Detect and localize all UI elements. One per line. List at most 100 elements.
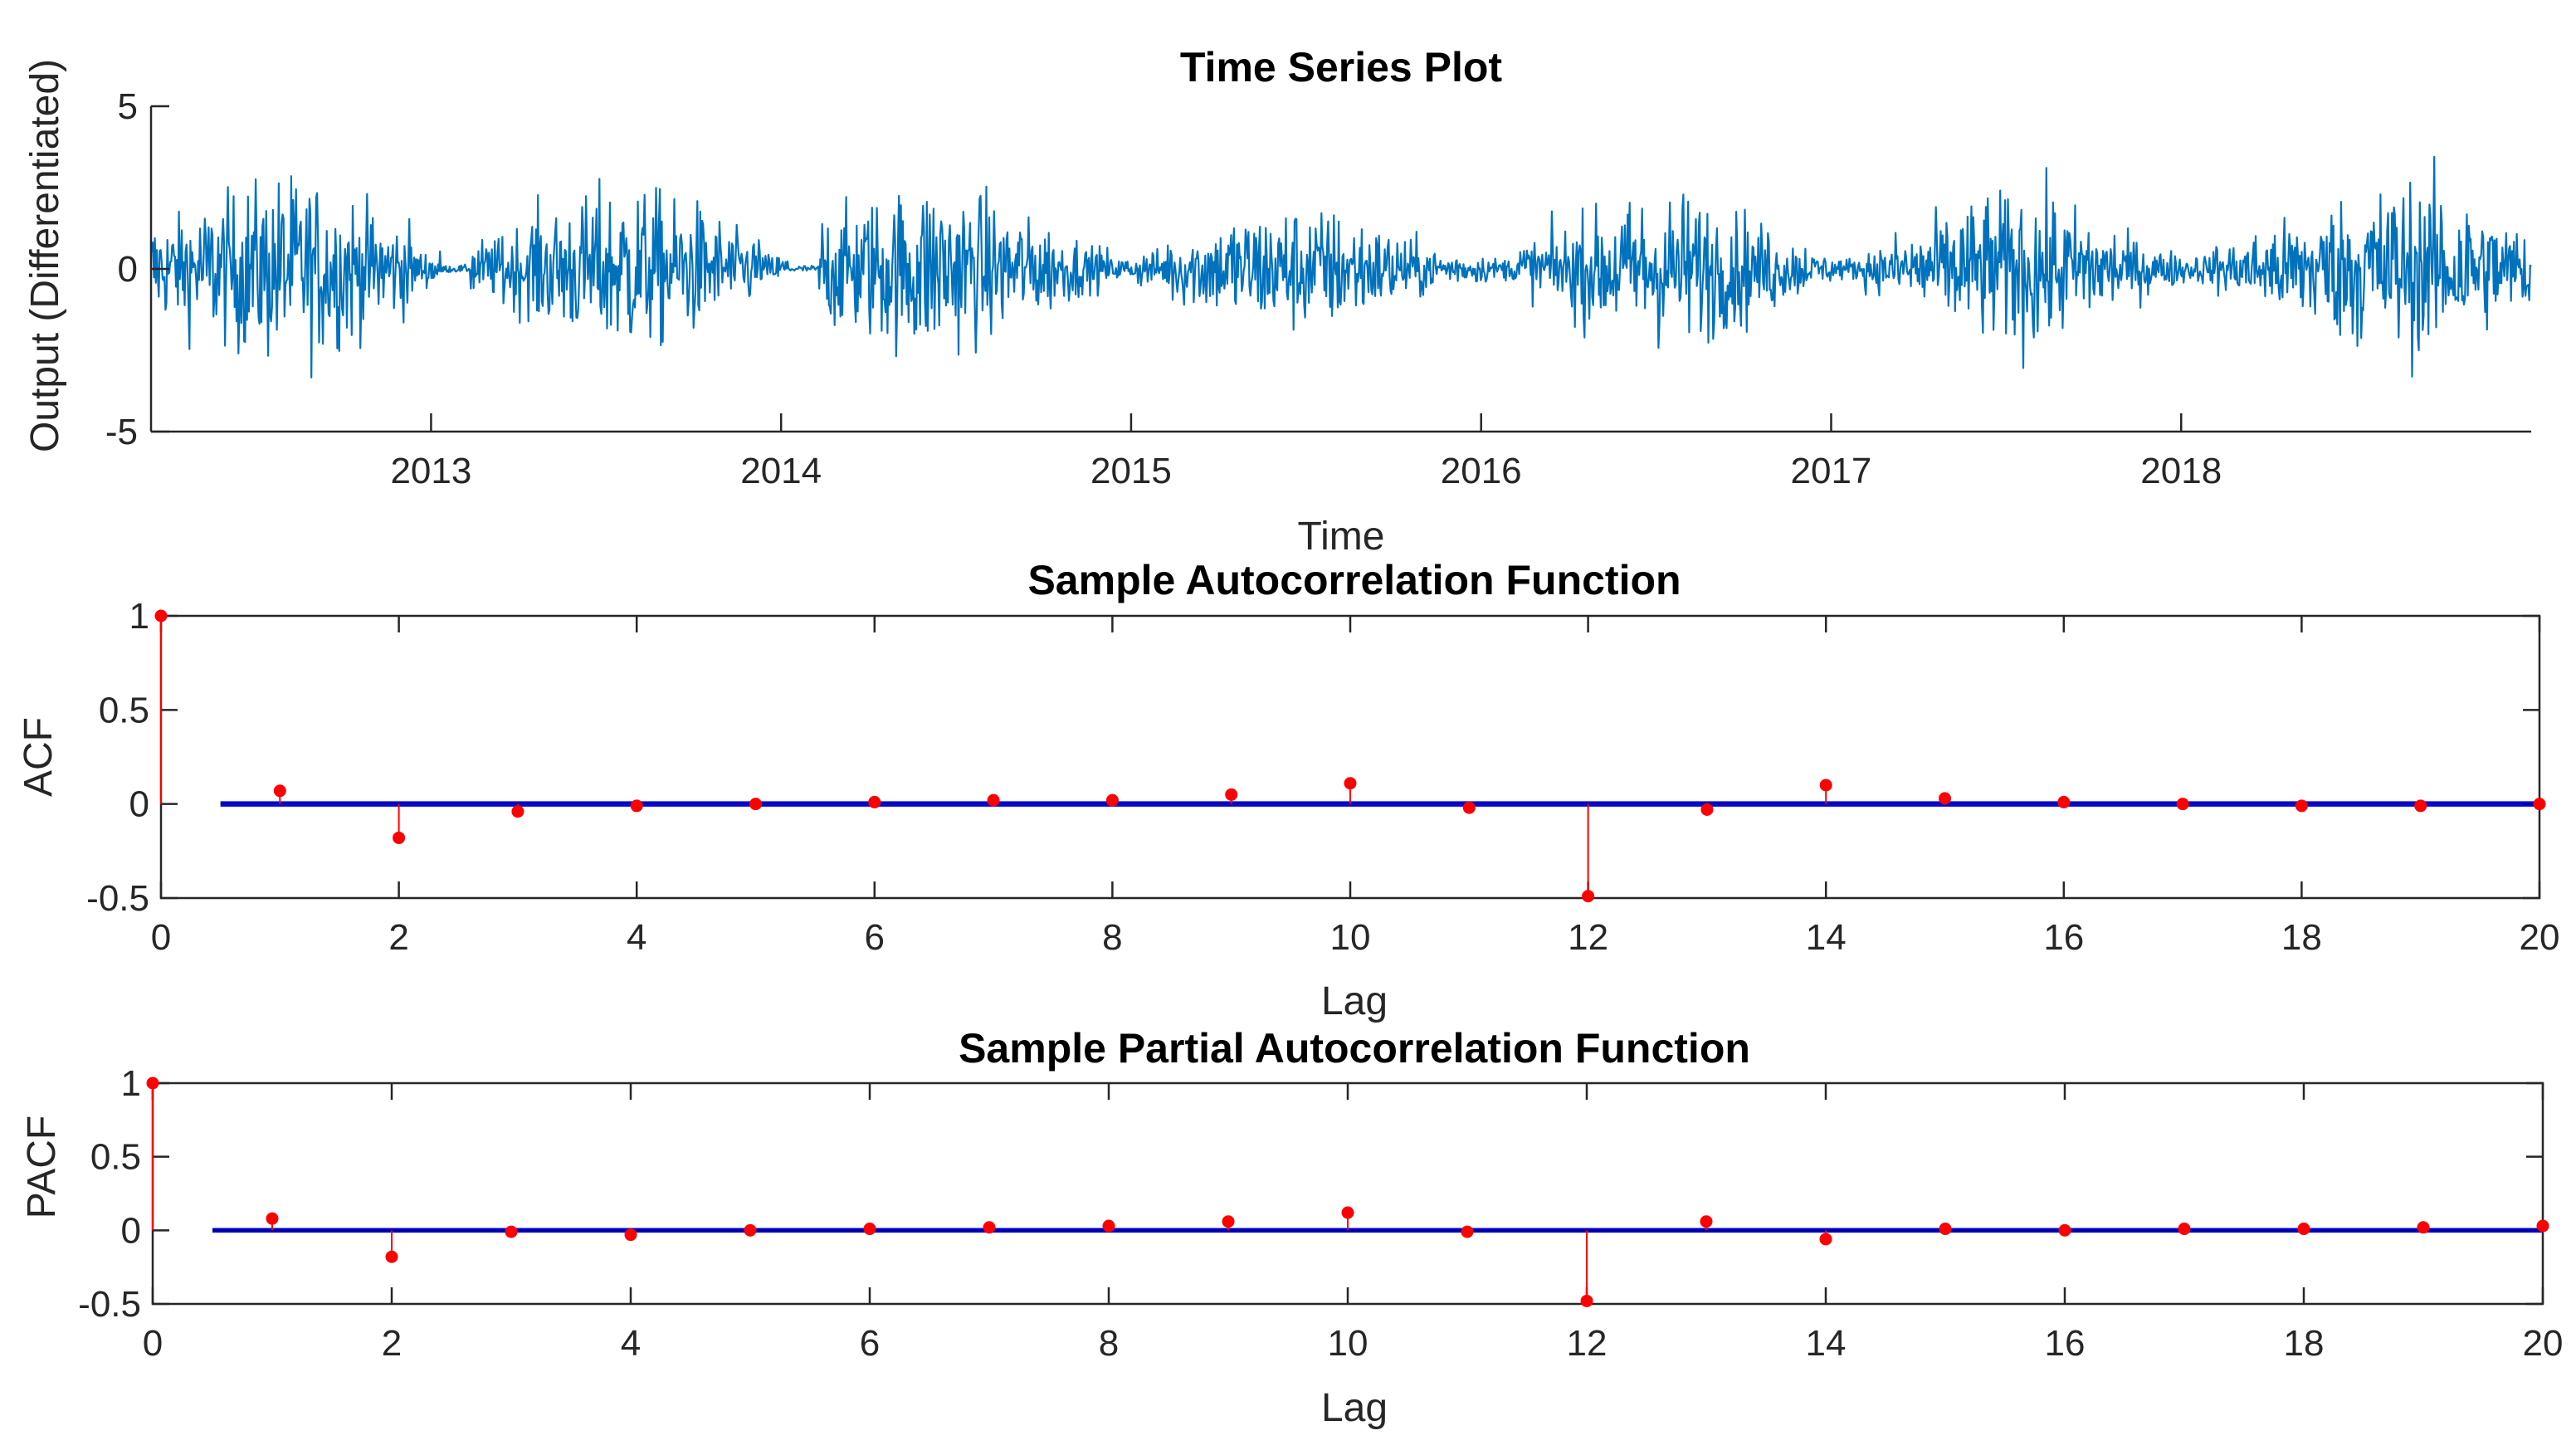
pacf-stem-marker xyxy=(1222,1215,1235,1228)
acf-x-tick-label: 12 xyxy=(1568,917,1608,958)
time-series-x-tick-label: 2015 xyxy=(1090,451,1172,491)
time-series-y-tick-label: 5 xyxy=(118,86,138,127)
acf-stem-marker xyxy=(393,831,406,844)
pacf-stem-marker xyxy=(1939,1223,1952,1236)
time-series-y-tick-label: 0 xyxy=(118,249,138,290)
acf-stems xyxy=(154,609,2546,903)
pacf-stem-marker xyxy=(1341,1206,1354,1219)
acf-stem-marker xyxy=(2176,798,2189,811)
pacf-stem-marker xyxy=(1580,1294,1593,1307)
acf-x-tick-label: 18 xyxy=(2281,917,2322,958)
pacf-title: Sample Partial Autocorrelation Function xyxy=(959,1025,1750,1072)
pacf-stem-marker xyxy=(1102,1219,1115,1233)
time-series-x-tick-label: 2013 xyxy=(390,451,471,491)
time-series-x-tick-label: 2017 xyxy=(1791,451,1872,491)
pacf-stem-marker xyxy=(624,1228,637,1242)
acf-stem-marker xyxy=(2295,799,2308,813)
acf-stem-marker xyxy=(2533,798,2546,811)
acf-x-tick-label: 4 xyxy=(627,917,646,958)
acf-y-tick-label: 0 xyxy=(129,784,149,825)
time-series-y-ticks: 5 0 -5 xyxy=(105,86,169,452)
pacf-x-ticks: 0 2 4 6 8 10 12 14 16 18 20 xyxy=(143,1323,2564,1364)
acf-y-tick-label: 1 xyxy=(129,596,149,637)
pacf-stem-marker xyxy=(863,1223,876,1236)
pacf-stem-marker xyxy=(2058,1223,2071,1237)
pacf-stem-marker xyxy=(1819,1233,1832,1246)
time-series-x-tick-label: 2014 xyxy=(740,451,822,491)
time-series-x-tick-label: 2016 xyxy=(1441,451,1522,491)
acf-stem-marker xyxy=(2414,799,2427,813)
pacf-confidence-bounds xyxy=(212,1228,2543,1233)
acf-stem-marker xyxy=(511,805,524,818)
acf-stem-marker xyxy=(630,799,643,813)
acf-stem-marker xyxy=(154,609,168,622)
pacf-stem-marker xyxy=(983,1221,996,1234)
time-series-y-tick-label: -5 xyxy=(105,412,138,452)
acf-stem-marker xyxy=(273,784,286,798)
acf-stem-marker xyxy=(2057,795,2071,808)
acf-stem-marker xyxy=(1344,777,1357,790)
pacf-x-tick-label: 0 xyxy=(143,1323,163,1364)
time-series-line xyxy=(149,155,2532,378)
pacf-x-tick-label: 18 xyxy=(2284,1323,2325,1364)
pacf-stem-marker xyxy=(2417,1221,2430,1234)
acf-stem-marker xyxy=(1819,779,1832,792)
pacf-x-tick-label: 2 xyxy=(382,1323,402,1364)
time-series-polyline xyxy=(149,155,2532,378)
pacf-stem-marker xyxy=(2536,1219,2549,1233)
pacf-y-ticks: 1 0.5 0 -0.5 xyxy=(78,1063,141,1325)
pacf-y-tick-label: 0 xyxy=(121,1210,141,1251)
pacf-stem-marker xyxy=(266,1212,279,1225)
acf-stem-marker xyxy=(1225,788,1238,801)
pacf-x-tick-label: 6 xyxy=(860,1323,880,1364)
pacf-x-label: Lag xyxy=(1321,1386,1388,1430)
pacf-stem-marker xyxy=(1461,1225,1474,1238)
pacf-x-tick-label: 16 xyxy=(2045,1323,2086,1364)
acf-panel: 0 2 4 6 8 10 12 14 16 18 20 10.50-0.5 Sample Autoc… xyxy=(17,557,2559,1023)
pacf-panel: 0 2 4 6 8 10 12 14 16 18 20 10.50-0.5 Sample Parti… xyxy=(20,1025,2563,1430)
pacf-stem-marker xyxy=(744,1223,757,1237)
pacf-y-tick-label: 0.5 xyxy=(90,1137,141,1178)
acf-stem-marker xyxy=(1105,793,1119,807)
pacf-stem-marker xyxy=(146,1077,159,1090)
pacf-y-label: PACF xyxy=(20,1116,64,1218)
acf-y-label: ACF xyxy=(17,717,61,797)
pacf-tick-marks xyxy=(151,1081,2544,1306)
acf-x-tick-label: 16 xyxy=(2043,917,2084,958)
acf-y-ticks: 1 0.5 0 -0.5 xyxy=(86,596,149,919)
pacf-stems xyxy=(146,1077,2549,1307)
acf-stem-marker xyxy=(1462,801,1476,814)
acf-x-tick-label: 2 xyxy=(388,917,408,958)
pacf-x-tick-label: 8 xyxy=(1099,1323,1119,1364)
acf-x-label: Lag xyxy=(1321,979,1388,1023)
time-series-y-label: Output (Differentiated) xyxy=(23,59,67,452)
time-series-x-tick-label: 2018 xyxy=(2140,451,2222,491)
pacf-stem-marker xyxy=(1700,1215,1713,1228)
pacf-x-tick-label: 14 xyxy=(1806,1323,1847,1364)
acf-x-tick-label: 6 xyxy=(865,917,885,958)
acf-stem-marker xyxy=(1582,890,1595,903)
pacf-stem-marker xyxy=(2297,1223,2310,1236)
acf-stem-marker xyxy=(868,795,881,808)
acf-x-tick-label: 20 xyxy=(2520,917,2560,958)
pacf-stem-marker xyxy=(505,1225,518,1238)
pacf-x-tick-label: 20 xyxy=(2523,1323,2564,1364)
pacf-x-tick-label: 4 xyxy=(621,1323,641,1364)
pacf-stem-marker xyxy=(2178,1223,2191,1236)
time-series-panel: 2013 2014 2015 2016 2017 2018 5 0 -5 Time Serie… xyxy=(23,44,2532,559)
acf-x-tick-label: 0 xyxy=(151,917,171,958)
acf-y-tick-label: -0.5 xyxy=(86,878,149,919)
time-series-title: Time Series Plot xyxy=(1180,44,1502,90)
acf-stem-marker xyxy=(1939,792,1951,805)
pacf-x-tick-label: 12 xyxy=(1567,1323,1608,1364)
acf-title: Sample Autocorrelation Function xyxy=(1027,557,1681,603)
pacf-x-tick-label: 10 xyxy=(1328,1323,1368,1364)
pacf-stem-marker xyxy=(385,1250,398,1263)
acf-stem-marker xyxy=(749,798,762,811)
acf-stem-marker xyxy=(1700,803,1714,816)
pacf-y-tick-label: -0.5 xyxy=(78,1284,141,1325)
acf-y-tick-label: 0.5 xyxy=(99,690,149,730)
pacf-y-tick-label: 1 xyxy=(121,1063,141,1104)
acf-x-tick-label: 14 xyxy=(1806,917,1847,958)
